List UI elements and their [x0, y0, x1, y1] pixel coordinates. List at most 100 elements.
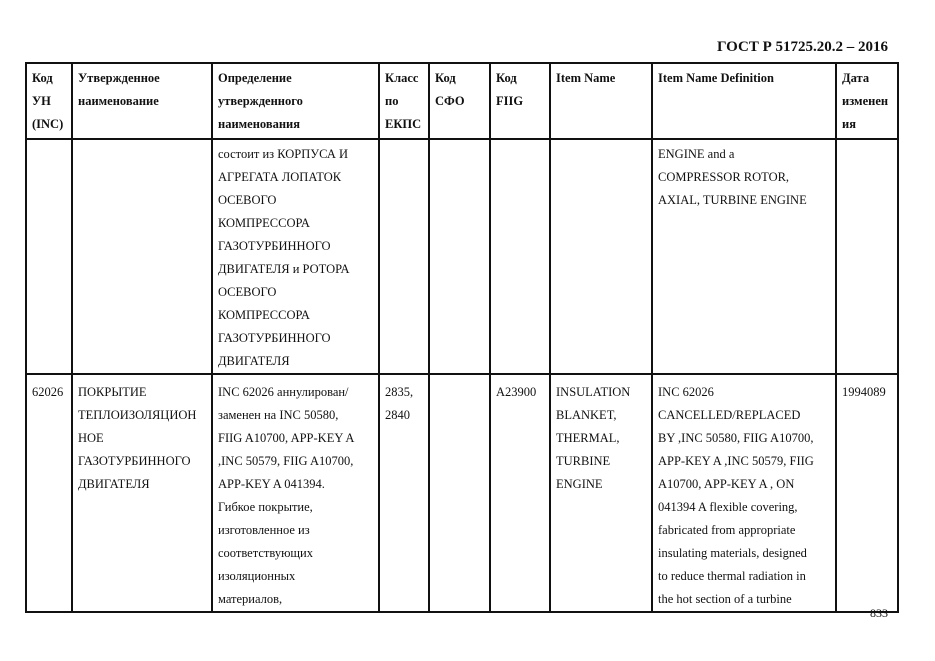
text-line: ENGINE [556, 477, 603, 491]
text-line: ТЕПЛОИЗОЛЯЦИОН [78, 408, 197, 422]
table-row: состоит из КОРПУСА И АГРЕГАТА ЛОПАТОК ОСЕВ… [25, 138, 899, 375]
table-header-row: Код УН (INC) Утвержденное наименование Опреде… [25, 62, 899, 140]
cell-code-sfo [428, 373, 491, 613]
text-line: Item Name Definition [658, 71, 774, 85]
header-definition: Определение утвержденного наименования [211, 62, 380, 140]
text-line: THERMAL, [556, 431, 620, 445]
text-line: состоит из КОРПУСА И [218, 147, 349, 161]
cell-code-sfo [428, 138, 491, 375]
text-line: FIIG A10700, APP-KEY A [218, 431, 355, 445]
header-item-name: Item Name [549, 62, 653, 140]
text-line: A10700, APP-KEY A , ON [658, 477, 795, 491]
text-line: ДВИГАТЕЛЯ [218, 354, 290, 368]
cell-code-fiig: A23900 [489, 373, 551, 613]
header-change-date: Дата изменен ия [835, 62, 899, 140]
text-line: изоляционных [218, 569, 296, 583]
text-line: наименование [78, 94, 159, 108]
cell-item-name: INSULATION BLANKET, THERMAL, TURBINE ENGINE [549, 373, 653, 613]
text-line: Код [435, 71, 456, 85]
cell-code-inc: 62026 [25, 373, 73, 613]
text-line: ия [842, 117, 856, 131]
text-line: Item Name [556, 71, 616, 85]
header-code-fiig: Код FIIG [489, 62, 551, 140]
text-line: ENGINE and a [658, 147, 735, 161]
page-number: 833 [870, 606, 888, 620]
cell-item-name-definition: INC 62026 CANCELLED/REPLACED BY ,INC 50580… [651, 373, 837, 613]
cell-item-name-definition: ENGINE and a COMPRESSOR ROTOR, AXIAL, TURB… [651, 138, 837, 375]
header-code-sfo: Код СФО [428, 62, 491, 140]
text-line: наименования [218, 117, 301, 131]
text-line: АГРЕГАТА ЛОПАТОК [218, 170, 342, 184]
text-line: материалов, [218, 592, 283, 606]
text-line: 041394 A flexible covering, [658, 500, 798, 514]
text-line: APP-KEY A ,INC 50579, FIIG [658, 454, 814, 468]
text-line: УН [32, 94, 51, 108]
cell-item-name [549, 138, 653, 375]
cell-class-ekps [378, 138, 430, 375]
text-line: INC 62026 аннулирован/ [218, 385, 349, 399]
cell-approved-name [71, 138, 213, 375]
text-line: соответствующих [218, 546, 313, 560]
text-line: CANCELLED/REPLACED [658, 408, 801, 422]
text-line: ,INC 50579, FIIG A10700, [218, 454, 354, 468]
cell-change-date [835, 138, 899, 375]
text-line: INC 62026 [658, 385, 714, 399]
text-line: BY ,INC 50580, FIIG A10700, [658, 431, 814, 445]
text-line: ПОКРЫТИЕ [78, 385, 147, 399]
text-line: BLANKET, [556, 408, 617, 422]
text-line: COMPRESSOR ROTOR, [658, 170, 790, 184]
text-line: изменен [842, 94, 889, 108]
text-line: FIIG [496, 94, 524, 108]
text-line: APP-KEY A 041394. [218, 477, 325, 491]
cell-definition: состоит из КОРПУСА И АГРЕГАТА ЛОПАТОК ОСЕВ… [211, 138, 380, 375]
cell-code-inc [25, 138, 73, 375]
text-line: insulating materials, designed [658, 546, 807, 560]
text-line: to reduce thermal radiation in [658, 569, 806, 583]
cell-code-fiig [489, 138, 551, 375]
header-class-ekps: Класс по ЕКПС [378, 62, 430, 140]
text-line: ГАЗОТУРБИННОГО [78, 454, 191, 468]
text-line: КОМПРЕССОРА [218, 216, 310, 230]
text-line: ОСЕВОГО [218, 193, 277, 207]
text-line: Утвержденное [78, 71, 160, 85]
table-row: 62026 ПОКРЫТИЕ ТЕПЛОИЗОЛЯЦИОН НОЕ ГАЗОТУРБИН… [25, 373, 899, 613]
text-line: Гибкое покрытие, [218, 500, 313, 514]
text-line: Класс [385, 71, 419, 85]
text-line: НОЕ [78, 431, 104, 445]
text-line: изготовленное из [218, 523, 310, 537]
text-line: TURBINE [556, 454, 611, 468]
text-line: ДВИГАТЕЛЯ и РОТОРА [218, 262, 350, 276]
text-line: Определение [218, 71, 292, 85]
text-line: Код [496, 71, 517, 85]
text-line: заменен на INC 50580, [218, 408, 339, 422]
cell-class-ekps: 2835, 2840 [378, 373, 430, 613]
cell-approved-name: ПОКРЫТИЕ ТЕПЛОИЗОЛЯЦИОН НОЕ ГАЗОТУРБИННОГО Д… [71, 373, 213, 613]
text-line: СФО [435, 94, 465, 108]
text-line: ДВИГАТЕЛЯ [78, 477, 150, 491]
text-line: 2835, [385, 385, 414, 399]
text-line: ГАЗОТУРБИННОГО [218, 331, 331, 345]
cell-definition: INC 62026 аннулирован/заменен на INC 505… [211, 373, 380, 613]
text-line: fabricated from appropriate [658, 523, 796, 537]
text-line: КОМПРЕССОРА [218, 308, 310, 322]
text-line: по [385, 94, 399, 108]
text-line: 1994089 [842, 385, 886, 399]
text-line: (INC) [32, 117, 64, 131]
text-line: AXIAL, TURBINE ENGINE [658, 193, 807, 207]
text-line: 2840 [385, 408, 410, 422]
cell-change-date: 1994089 [835, 373, 899, 613]
text-line: Дата [842, 71, 870, 85]
text-line: A23900 [496, 385, 537, 399]
text-line: ГАЗОТУРБИННОГО [218, 239, 331, 253]
text-line: ОСЕВОГО [218, 285, 277, 299]
text-line: INSULATION [556, 385, 631, 399]
document-title: ГОСТ Р 51725.20.2 – 2016 [716, 39, 888, 55]
header-approved-name: Утвержденное наименование [71, 62, 213, 140]
text-line: 62026 [32, 385, 64, 399]
text-line: ЕКПС [385, 117, 422, 131]
text-line: утвержденного [218, 94, 303, 108]
items-table: Код УН (INC) Утвержденное наименование Опреде… [25, 62, 899, 613]
header-item-name-definition: Item Name Definition [651, 62, 837, 140]
text-line: Код [32, 71, 53, 85]
text-line: the hot section of a turbine [658, 592, 792, 606]
